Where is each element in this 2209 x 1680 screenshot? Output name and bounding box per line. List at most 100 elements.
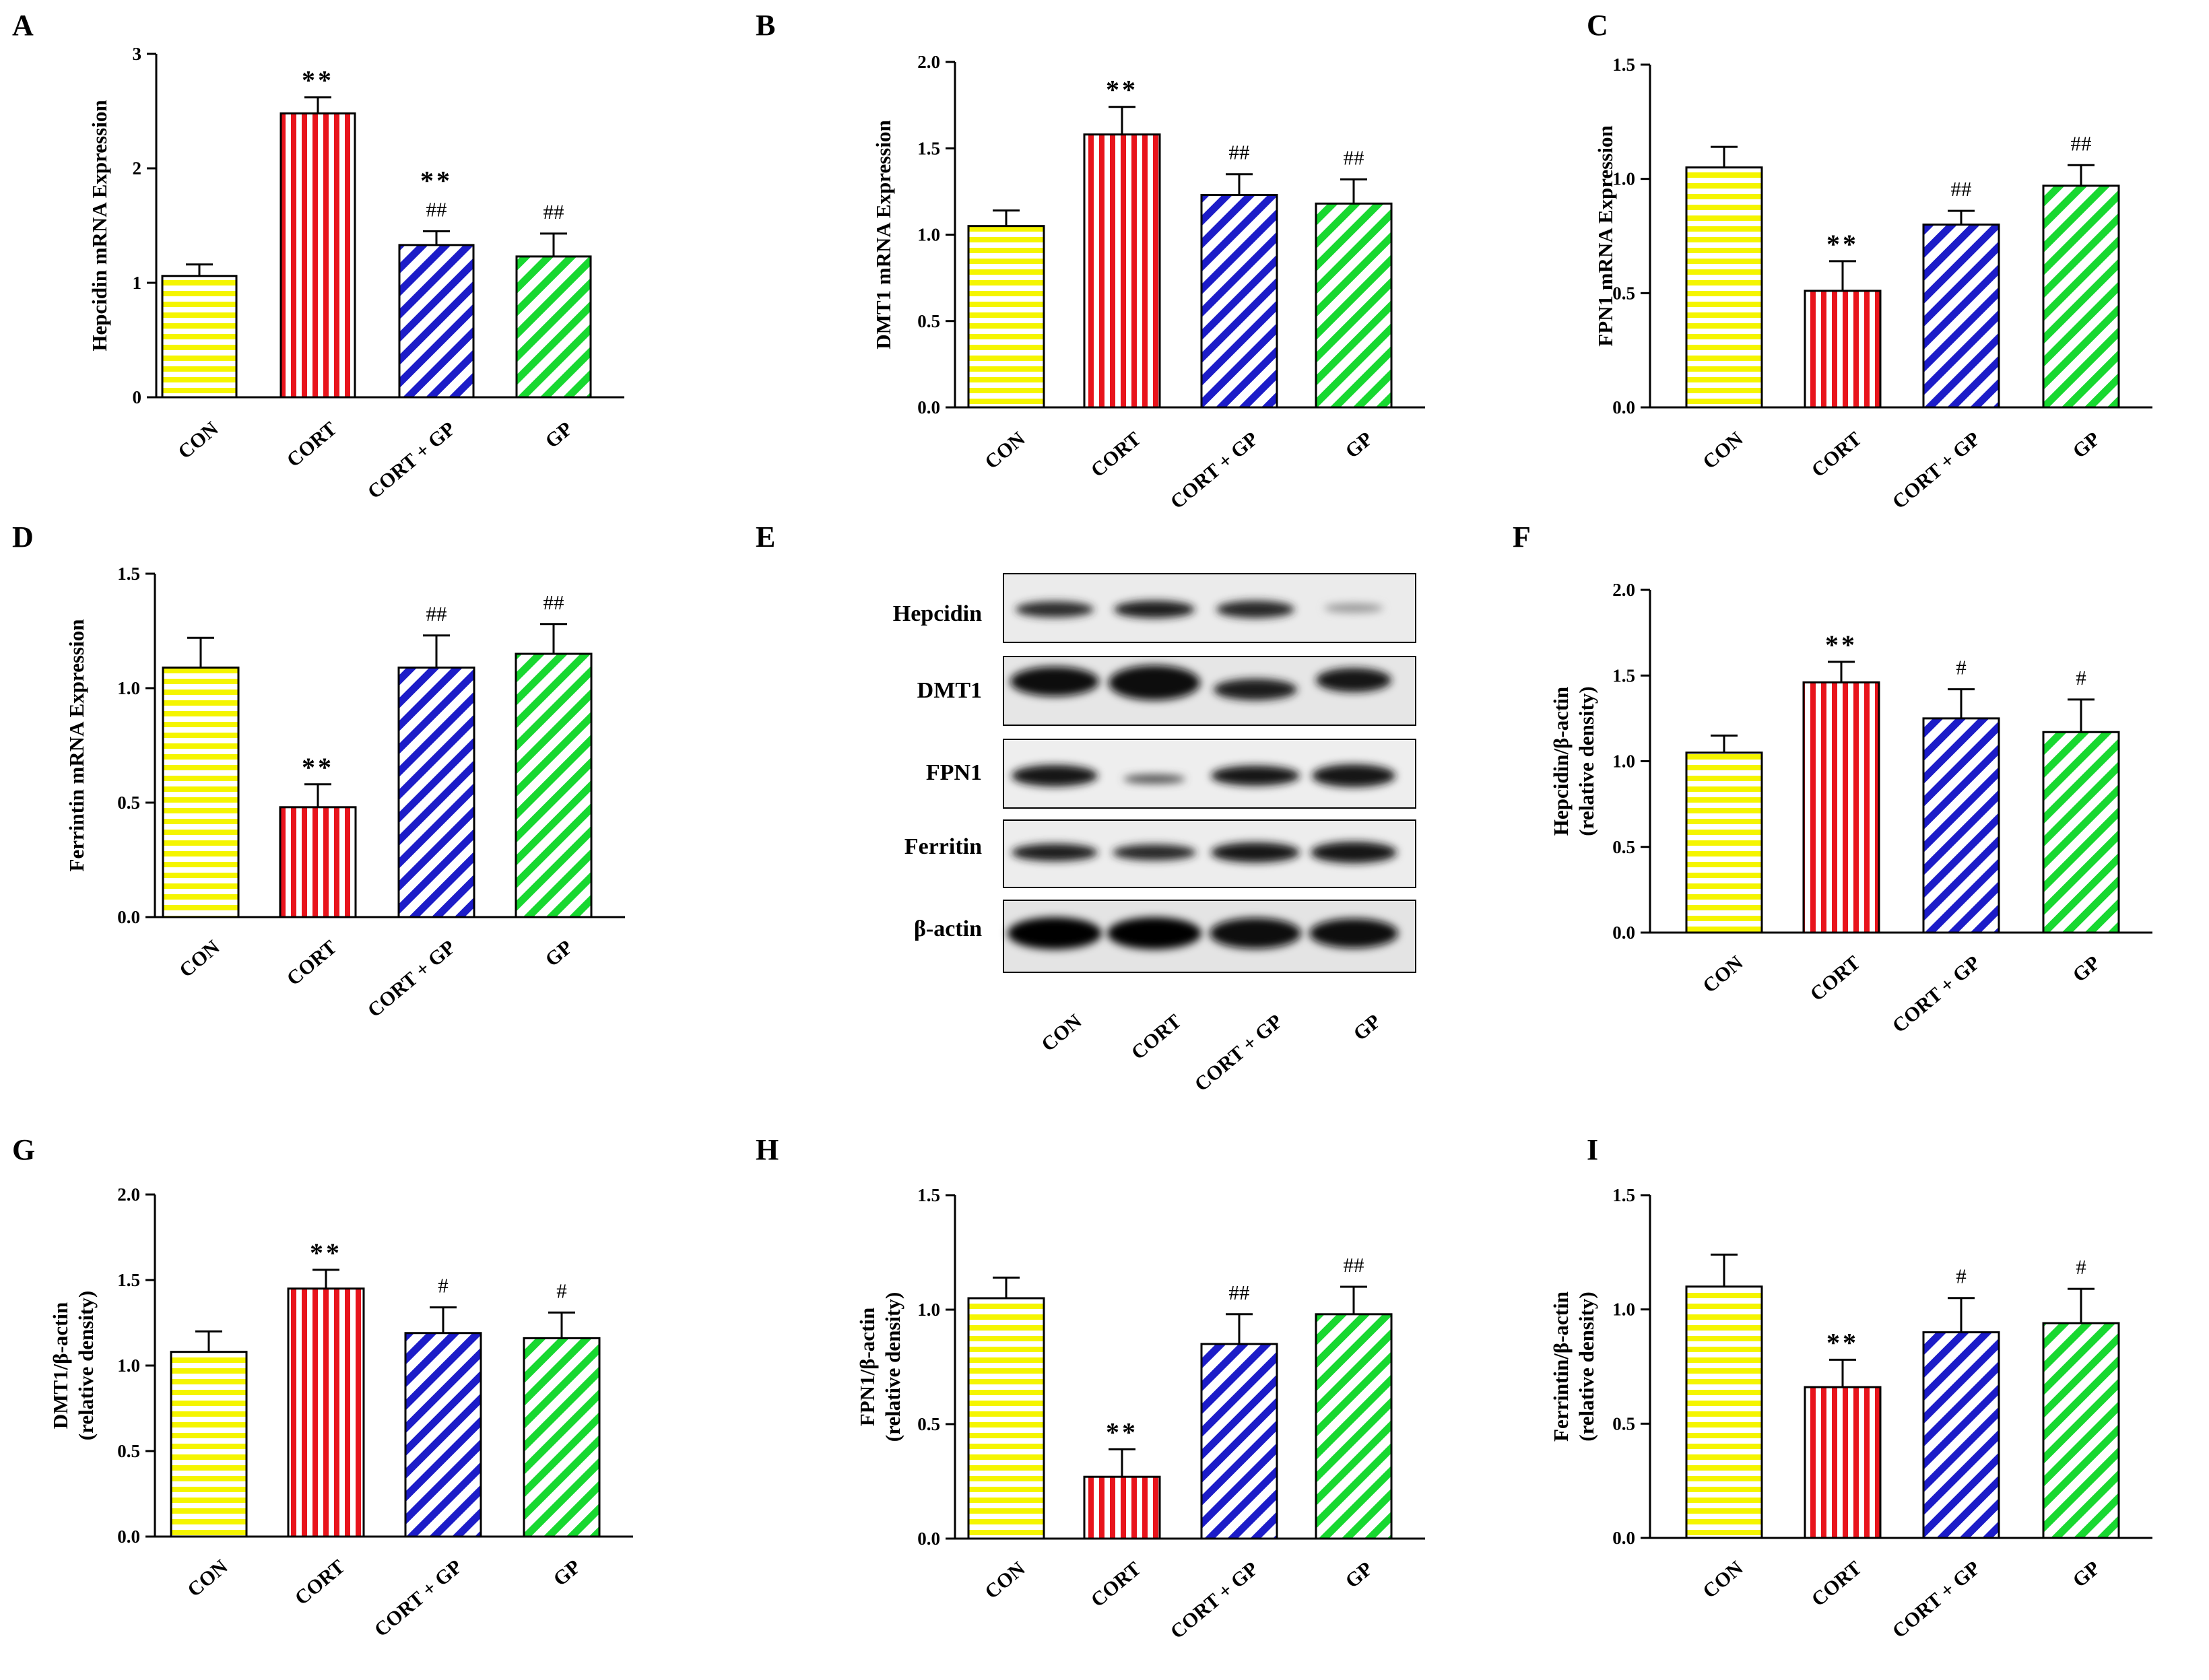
bar-a-cort-gp — [398, 244, 475, 399]
y-tick-label-c: 0.5 — [1612, 283, 1635, 303]
bar-a-con — [161, 275, 238, 399]
x-tick-label-f-gp: GP — [2068, 951, 2104, 986]
bar-g-cort — [287, 1287, 365, 1538]
bar-g-con — [170, 1351, 248, 1538]
y-axis-title-line-a: Hepcidin mRNA Expression — [88, 100, 111, 351]
blot-label-beta-actin: β-actin — [914, 916, 982, 941]
significance-g-cort-gp: # — [438, 1274, 449, 1298]
x-tick-label-c-cort-gp: CORT + GP — [1888, 428, 1985, 513]
blot-lane-con: CON — [1037, 1010, 1086, 1056]
significance-h-cort-gp: ## — [1229, 1281, 1250, 1304]
y-tick-label-f: 0.0 — [1612, 922, 1635, 943]
blot-lane-cort: CORT — [1127, 1010, 1186, 1064]
bar-i-cort-gp — [1922, 1331, 2000, 1539]
significance-a-gp: ## — [543, 200, 564, 224]
x-tick-label-d-cort: CORT — [283, 936, 341, 990]
y-tick-label-b: 2.0 — [917, 52, 940, 72]
y-tick-label-h: 1.5 — [917, 1185, 940, 1205]
y-axis-title-g: DMT1/β-actin(relative density) — [48, 1291, 98, 1440]
x-tick-label-f-con: CON — [1699, 951, 1748, 997]
y-tick-label-g: 1.5 — [117, 1270, 140, 1290]
x-tick-label-d-gp: GP — [541, 936, 576, 971]
y-axis-title-c: FPN1 mRNA Expression — [1593, 125, 1617, 346]
significance-d-cort: ** — [302, 752, 334, 782]
y-tick-label-c: 1.5 — [1612, 55, 1635, 75]
y-tick-label-i: 0.5 — [1612, 1413, 1635, 1434]
bar-g-gp — [523, 1337, 601, 1538]
y-tick-label-f: 2.0 — [1612, 580, 1635, 600]
significance-f-cort-gp: # — [1956, 656, 1967, 679]
x-tick-label-d-con: CON — [175, 936, 224, 982]
bar-d-cort-gp — [397, 666, 475, 918]
significance-b-cort-gp: ## — [1229, 141, 1250, 164]
y-tick-label-g: 0.0 — [117, 1526, 140, 1547]
y-tick-label-c: 1.0 — [1612, 169, 1635, 189]
chart-panel-a: A 0 1 2 3 Hepcidin mRNA Expression CON ** CORT ##… — [12, 9, 624, 503]
bar-b-cort — [1083, 133, 1161, 409]
bar-i-gp — [2042, 1322, 2120, 1539]
x-tick-label-i-gp: GP — [2068, 1557, 2104, 1592]
y-axis-title-d: Ferrintin mRNA Expression — [65, 619, 88, 872]
y-tick-label-b: 0.5 — [917, 311, 940, 331]
y-axis-title-h: FPN1/β-actin(relative density) — [855, 1292, 904, 1442]
y-tick-label-g: 1.0 — [117, 1355, 140, 1376]
chart-panel-g: G 0.0 0.5 1.0 1.5 2.0 DMT1/β-actin(relative de… — [12, 1133, 633, 1641]
bar-f-con — [1685, 751, 1763, 934]
bar-i-cort — [1804, 1386, 1882, 1539]
y-axis-title-line-c: FPN1 mRNA Expression — [1593, 125, 1617, 346]
chart-panel-i: I 0.0 0.5 1.0 1.5 Ferrintin/β-actin(relative … — [1549, 1133, 2152, 1642]
y-tick-label-c: 0.0 — [1612, 397, 1635, 417]
bar-h-cort — [1083, 1475, 1161, 1540]
panel-label-h: H — [756, 1133, 779, 1166]
bar-h-cort-gp — [1200, 1343, 1278, 1540]
y-tick-label-a: 3 — [133, 44, 142, 64]
blot-label-ferritin: Ferritin — [904, 834, 982, 859]
x-tick-label-b-con: CON — [981, 428, 1030, 473]
y-axis-title-line-b: DMT1 mRNA Expression — [871, 120, 895, 349]
y-axis-title-b: DMT1 mRNA Expression — [871, 120, 895, 349]
y-axis-title-line-i: (relative density) — [1575, 1291, 1598, 1441]
y-axis-title-line-f: (relative density) — [1575, 686, 1598, 836]
chart-panel-c: C 0.0 0.5 1.0 1.5 FPN1 mRNA Expression CON ** CO… — [1587, 9, 2152, 513]
chart-panel-d: D 0.0 0.5 1.0 1.5 Ferrintin mRNA Expression CO… — [12, 520, 625, 1021]
x-tick-label-d-cort-gp: CORT + GP — [364, 936, 460, 1021]
significance-a-cort: ** — [302, 65, 334, 96]
y-tick-label-g: 0.5 — [117, 1441, 140, 1461]
panel-label-a: A — [12, 9, 34, 42]
y-axis-title-line-g: (relative density) — [74, 1291, 98, 1440]
bar-c-gp — [2042, 184, 2120, 409]
panel-label-i: I — [1587, 1133, 1598, 1166]
bar-d-cort — [279, 806, 357, 918]
significance-a-cort-gp: ## — [426, 198, 447, 222]
y-tick-label-g: 2.0 — [117, 1184, 140, 1205]
blot-band-hepcidin: Hepcidin — [893, 573, 1416, 643]
x-tick-label-g-gp: GP — [549, 1555, 585, 1590]
bar-b-gp — [1315, 202, 1393, 409]
panel-e: E Hepcidin DMT1 FPN1 Ferritin — [756, 520, 1416, 1096]
x-tick-label-a-con: CON — [174, 417, 223, 463]
chart-panel-f: F 0.0 0.5 1.0 1.5 2.0 Hepcidin/β-actin(relativ… — [1513, 520, 2152, 1037]
y-tick-label-h: 0.5 — [917, 1414, 940, 1434]
panel-label-d: D — [12, 520, 34, 553]
x-tick-label-g-con: CON — [183, 1555, 232, 1601]
y-axis-title-line-g: DMT1/β-actin — [48, 1302, 72, 1430]
significance-i-cort-gp: # — [1956, 1265, 1967, 1288]
y-axis-title-line-i: Ferrintin/β-actin — [1549, 1291, 1573, 1442]
x-tick-label-f-cort: CORT — [1806, 951, 1865, 1005]
significance-f-gp: # — [2076, 666, 2086, 690]
significance-d-cort-gp: ## — [426, 602, 447, 626]
y-axis-title-i: Ferrintin/β-actin(relative density) — [1549, 1291, 1598, 1442]
x-tick-label-g-cort-gp: CORT + GP — [370, 1555, 467, 1641]
significance-f-cort: ** — [1825, 630, 1857, 660]
significance-b-gp: ## — [1344, 145, 1364, 169]
y-tick-label-f: 1.5 — [1612, 665, 1635, 685]
x-tick-label-i-cort: CORT — [1808, 1557, 1866, 1611]
y-tick-label-h: 0.0 — [917, 1528, 940, 1549]
significance-i-cort: ** — [1826, 1327, 1859, 1357]
y-axis-title-line-f: Hepcidin/β-actin — [1549, 687, 1573, 836]
x-tick-label-a-cort-gp: CORT + GP — [364, 417, 460, 503]
y-axis-title-line-h: FPN1/β-actin — [855, 1308, 879, 1426]
chart-panel-h: H 0.0 0.5 1.0 1.5 FPN1/β-actin(relative densi… — [756, 1133, 1425, 1643]
y-tick-label-h: 1.0 — [917, 1300, 940, 1320]
